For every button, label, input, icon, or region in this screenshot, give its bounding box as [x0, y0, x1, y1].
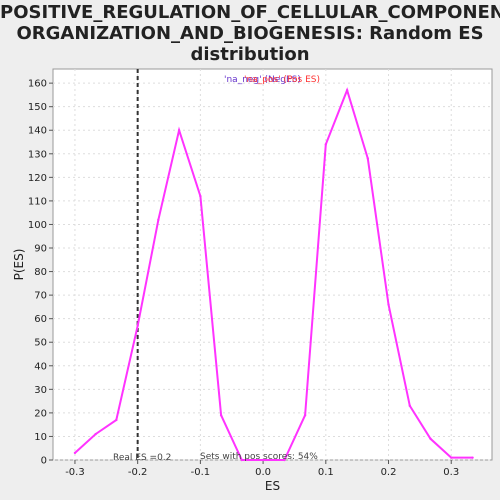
real-es-annotation: Real ES =0.2	[113, 453, 171, 463]
y-tick-label: 20	[34, 408, 47, 419]
series-point	[157, 218, 160, 221]
y-tick-label: 140	[28, 126, 47, 137]
series-point	[73, 451, 77, 455]
y-tick-label: 100	[28, 220, 47, 231]
series-point	[387, 303, 390, 306]
x-tick-label: 0.1	[318, 467, 334, 478]
series-point	[177, 129, 181, 132]
y-tick-label: 80	[34, 267, 47, 278]
sets-pos-annotation: Sets with pos scores: 54%	[200, 452, 318, 462]
series-point	[345, 88, 349, 92]
chart-title-line-3: distribution	[190, 44, 310, 65]
y-tick-label: 10	[34, 432, 47, 443]
x-tick-label: 0.2	[381, 467, 397, 478]
chart-title: POSITIVE_REGULATION_OF_CELLULAR_COMPONEN…	[0, 2, 500, 65]
chart-title-line-2: ORGANIZATION_AND_BIOGENESIS: Random ES	[16, 23, 484, 44]
y-tick-label: 30	[34, 385, 47, 396]
series-point	[94, 432, 97, 436]
series-point	[261, 458, 265, 462]
y-tick-label: 40	[34, 361, 47, 372]
legend-entry-pos: 'na_pos' (Pos ES)	[244, 75, 320, 85]
y-axis: 0 10 20 30 40 50 60 70 80 90 100 110 120 130 140 150 160	[28, 79, 53, 467]
x-tick-label: -0.1	[191, 467, 211, 478]
series-point	[366, 157, 370, 160]
series-point	[136, 324, 139, 327]
series-points	[73, 88, 474, 462]
y-tick-label: 0	[41, 456, 47, 467]
plot-area	[52, 68, 493, 461]
x-tick-label: 0.3	[443, 467, 459, 478]
series-point	[408, 404, 412, 408]
series-point	[240, 458, 243, 462]
x-axis-label: ES	[265, 479, 280, 493]
series-point	[324, 143, 328, 146]
y-tick-label: 120	[28, 173, 47, 184]
y-tick-label: 130	[28, 149, 47, 160]
y-tick-label: 70	[34, 291, 47, 302]
series-point	[429, 437, 432, 441]
chart-title-line-1: POSITIVE_REGULATION_OF_CELLULAR_COMPONEN…	[0, 2, 500, 23]
series-point	[115, 418, 118, 422]
y-tick-label: 150	[28, 102, 47, 113]
series-point	[199, 194, 202, 198]
series-point	[471, 456, 474, 459]
x-tick-label: 0.0	[255, 467, 271, 478]
series-point	[450, 456, 453, 459]
legend-entry-neg: 'na_neg' (NegES)	[224, 75, 301, 85]
y-tick-label: 90	[34, 244, 47, 255]
series-line	[74, 87, 473, 461]
series-point	[219, 414, 223, 417]
y-axis-label: P(ES)	[12, 249, 26, 281]
y-tick-label: 50	[34, 338, 47, 349]
y-tick-label: 60	[34, 314, 47, 325]
series-point	[303, 414, 307, 417]
x-tick-label: -0.2	[128, 467, 148, 478]
series-point	[283, 458, 286, 462]
y-tick-label: 110	[28, 196, 47, 207]
x-tick-label: -0.3	[65, 467, 85, 478]
y-tick-label: 160	[28, 79, 47, 90]
